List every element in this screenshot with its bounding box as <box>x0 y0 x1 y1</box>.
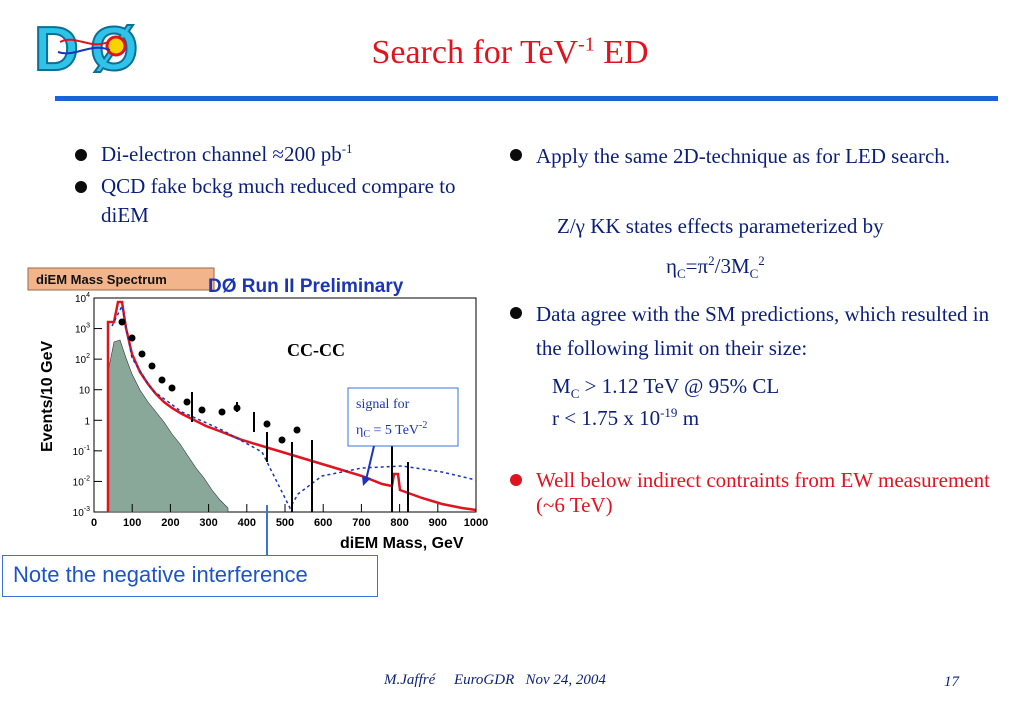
eta-formula: ηC=π2/3MC2 <box>666 253 765 282</box>
y-axis-label: Events/10 GeV <box>39 341 56 453</box>
bullet-data-agree: Data agree with the SM predictions, whic… <box>510 298 1010 365</box>
x-tick-label: 400 <box>238 517 256 529</box>
title-sup: -1 <box>578 33 595 56</box>
data-point <box>183 398 191 406</box>
right-bullet-list-2: Data agree with the SM predictions, whic… <box>510 298 1010 365</box>
data-point <box>218 408 226 416</box>
footer-text: M.Jaffré EuroGDR Nov 24, 2004 <box>384 672 606 688</box>
x-axis-label: diEM Mass, GeV <box>340 535 464 552</box>
title-main: Search for TeV <box>371 34 579 71</box>
y-tick-label: 10 <box>79 386 91 397</box>
y-tick-label: 1 <box>84 416 90 427</box>
x-tick-label: 200 <box>161 517 179 529</box>
data-point <box>128 334 136 342</box>
x-tick-label: 100 <box>123 517 141 529</box>
bullet-2d-technique: Apply the same 2D-technique as for LED s… <box>510 140 1010 174</box>
slide-title: Search for TeV-1 ED <box>200 34 820 72</box>
title-divider <box>55 96 998 101</box>
y-tick-label: 10-1 <box>73 445 90 458</box>
y-tick-label: 102 <box>75 353 90 366</box>
x-tick-label: 500 <box>276 517 294 529</box>
signal-label-box <box>347 387 459 447</box>
x-axis-ticks: 0 100 200 300 400 500 600 700 800 900 1000 <box>91 504 488 529</box>
note-connector-line <box>266 505 268 555</box>
bullet-dot-icon <box>510 307 522 319</box>
note-negative-interference: Note the negative interference <box>2 555 378 597</box>
x-tick-label: 600 <box>314 517 332 529</box>
bullet-ew-constraints: Well below indirect contraints from EW m… <box>510 468 990 518</box>
data-point <box>263 420 271 428</box>
y-tick-label: 10-2 <box>73 475 90 488</box>
data-point <box>293 426 301 434</box>
signal-label-line2: ηC = 5 TeV-2 <box>356 420 427 440</box>
diem-mass-plot-svg: diEM Mass Spectrum DØ Run II Preliminary… <box>27 267 488 552</box>
limit-r: r < 1.75 x 10-19 m <box>552 405 700 430</box>
data-point <box>118 318 126 326</box>
plot-header-box <box>27 267 215 291</box>
bullet-dot-icon <box>75 180 87 193</box>
ew-bullet-list: Well below indirect contraints from EW m… <box>510 468 990 518</box>
d0-experiment-logo: D Ø <box>33 14 139 82</box>
kk-states-line: Z/γ KK states effects parameterized by <box>557 214 884 238</box>
plot-header-label: diEM Mass Spectrum <box>36 272 167 287</box>
x-tick-label: 300 <box>199 517 217 529</box>
y-tick-label: 103 <box>75 323 90 336</box>
x-tick-label: 0 <box>91 517 97 529</box>
bullet-dielectron: Di-electron channel ≈200 pb-1 <box>75 140 475 169</box>
region-tag: CC-CC <box>287 340 345 360</box>
x-tick-label: 800 <box>390 517 408 529</box>
page-number: 17 <box>944 674 959 690</box>
bullet-dot-icon <box>510 149 522 161</box>
data-point <box>168 384 176 392</box>
title-tail: ED <box>594 34 649 71</box>
x-tick-label: 700 <box>352 517 370 529</box>
x-tick-label: 1000 <box>464 517 488 529</box>
plot-title: DØ Run II Preliminary <box>208 276 404 297</box>
data-point <box>198 406 206 414</box>
left-bullet-list: Di-electron channel ≈200 pb-1 QCD fake b… <box>75 140 475 233</box>
right-bullet-list-1: Apply the same 2D-technique as for LED s… <box>510 140 1010 174</box>
plot-marks <box>106 300 477 513</box>
signal-label-line1: signal for <box>356 397 410 412</box>
data-point <box>138 350 146 358</box>
svg-text:D: D <box>34 15 79 82</box>
y-tick-label: 10-3 <box>73 506 90 519</box>
data-point <box>158 376 166 384</box>
bullet-dot-icon <box>510 474 522 486</box>
data-point <box>278 436 286 444</box>
y-tick-label: 104 <box>75 292 90 305</box>
limit-mc: MC > 1.12 TeV @ 95% CL <box>552 374 780 402</box>
bullet-qcd: QCD fake bckg much reduced compare to di… <box>75 172 475 230</box>
diem-mass-plot: diEM Mass Spectrum DØ Run II Preliminary… <box>22 262 492 552</box>
data-point <box>148 362 156 370</box>
signal-arrow-head-icon <box>362 476 371 486</box>
signal-curve <box>111 303 477 510</box>
signal-arrow <box>365 445 375 481</box>
bullet-dot-icon <box>75 149 87 161</box>
qcd-background-histogram <box>107 339 229 513</box>
x-tick-label: 900 <box>429 517 447 529</box>
